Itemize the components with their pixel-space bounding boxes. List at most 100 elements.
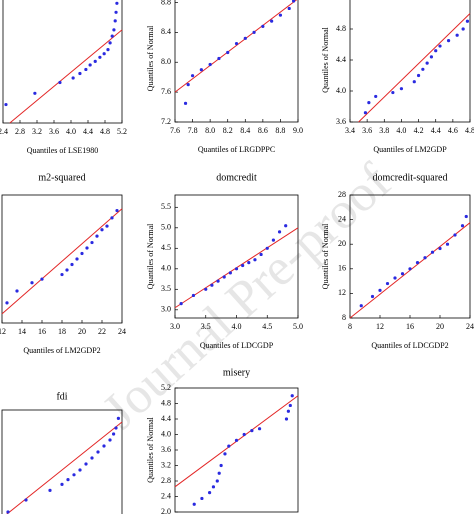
quantile-point <box>106 48 110 52</box>
quantile-point <box>215 479 219 483</box>
quantile-point <box>210 283 214 287</box>
x-tick-label: 8.6 <box>258 126 268 135</box>
x-tick-label: 4.0 <box>66 127 76 136</box>
quantile-point <box>108 41 112 45</box>
quantile-point <box>223 452 227 456</box>
y-tick-label: 4.0 <box>161 429 171 438</box>
quantile-point <box>241 263 245 268</box>
quantile-point <box>114 426 118 430</box>
quantile-point <box>287 6 291 11</box>
x-tick-label: 22 <box>98 327 106 336</box>
quantile-point <box>113 19 117 23</box>
x-tick-label: 4.5 <box>262 322 272 331</box>
x-tick-label: 3.5 <box>201 322 211 331</box>
quantile-point <box>98 55 102 59</box>
y-tick-label: 3.5 <box>161 284 171 293</box>
quantile-point <box>271 238 275 242</box>
y-tick-label: 3.2 <box>161 460 171 469</box>
x-tick-label: 4.6 <box>448 126 458 135</box>
y-axis-label: Quantiles of Normal <box>146 25 155 92</box>
quantile-point <box>70 262 74 267</box>
quantile-point <box>108 438 112 442</box>
quantile-point <box>96 450 100 454</box>
plot-frame <box>2 0 123 124</box>
quantile-point <box>429 55 434 59</box>
quantile-point <box>15 289 19 293</box>
panel-title: fdi <box>56 391 67 402</box>
quantile-point <box>71 76 75 80</box>
reference-line <box>358 13 471 123</box>
y-tick-label: 12 <box>338 288 346 297</box>
x-tick-label: 18 <box>58 327 66 336</box>
plot-frame <box>174 0 299 123</box>
quantile-point <box>438 246 442 251</box>
quantile-point <box>408 267 412 271</box>
quantile-point <box>226 50 230 55</box>
quantile-point <box>115 208 119 213</box>
x-tick-label: 8.4 <box>240 126 250 135</box>
x-tick-label: 2.8 <box>15 127 25 136</box>
quantile-point <box>259 252 263 257</box>
y-tick-label: 4.8 <box>336 24 346 33</box>
quantile-point <box>399 87 404 91</box>
y-tick-label: 28 <box>338 190 346 199</box>
quantile-point <box>112 432 116 436</box>
quantile-point <box>367 101 371 105</box>
y-tick-label: 8.4 <box>161 27 171 36</box>
quantile-point <box>24 498 28 502</box>
quantile-point <box>228 271 232 275</box>
x-tick-label: 2.4 <box>0 127 8 136</box>
quantile-point <box>100 228 104 232</box>
quantile-point <box>114 10 118 14</box>
quantile-point <box>445 242 450 246</box>
quantile-point <box>421 67 425 71</box>
quantile-point <box>265 246 269 250</box>
reference-line <box>174 0 298 93</box>
y-axis-label: Quantiles of Normal <box>321 26 330 93</box>
y-tick-label: 3.6 <box>336 117 346 126</box>
y-axis-label: Quantiles of Normal <box>321 223 330 290</box>
x-tick-label: 4.0 <box>396 126 406 135</box>
quantile-point <box>378 288 382 292</box>
y-tick-label: 7.2 <box>161 117 171 126</box>
quantile-point <box>278 13 283 17</box>
quantile-point <box>438 44 442 48</box>
reference-line <box>6 421 123 514</box>
quantile-point <box>88 63 92 67</box>
quantile-point <box>242 432 246 437</box>
y-axis-label: Quantiles of Normal <box>146 223 155 290</box>
quantile-point <box>430 250 435 254</box>
quantile-point <box>78 468 82 472</box>
x-tick-label: 3.2 <box>32 127 42 136</box>
y-tick-label: 4.5 <box>161 243 171 252</box>
quantile-point <box>412 80 416 84</box>
y-tick-label: 5.2 <box>161 383 171 392</box>
quantile-point <box>207 491 212 495</box>
quantile-point <box>423 256 427 260</box>
y-tick-label: 2.8 <box>161 476 171 485</box>
quantile-point <box>247 261 251 265</box>
plot-frame <box>1 409 123 514</box>
x-tick-label: 3.4 <box>345 126 355 135</box>
y-axis-label: Quantiles of Normal <box>146 416 155 483</box>
quantile-point <box>434 49 438 53</box>
quantile-point <box>78 71 82 76</box>
x-tick-label: 3.0 <box>170 322 180 331</box>
quantile-point <box>222 275 226 279</box>
watermark: Journal Pre-proof <box>92 153 402 440</box>
quantile-point <box>65 268 69 272</box>
quantile-point <box>93 59 97 63</box>
quantile-point <box>4 102 8 107</box>
x-tick-label: 5.2 <box>117 127 127 136</box>
x-axis-label: Quantiles of LRGDPPC <box>198 145 275 154</box>
x-tick-label: 4.8 <box>100 127 110 136</box>
quantile-point <box>90 456 94 460</box>
y-tick-label: 5.5 <box>161 202 171 211</box>
quantile-point <box>75 257 79 261</box>
quantile-point <box>243 36 247 40</box>
quantile-point <box>292 0 296 3</box>
x-tick-label: 8.0 <box>205 126 215 135</box>
x-tick-label: 12 <box>376 322 384 331</box>
x-tick-label: 20 <box>78 327 86 336</box>
quantile-point <box>85 246 89 250</box>
